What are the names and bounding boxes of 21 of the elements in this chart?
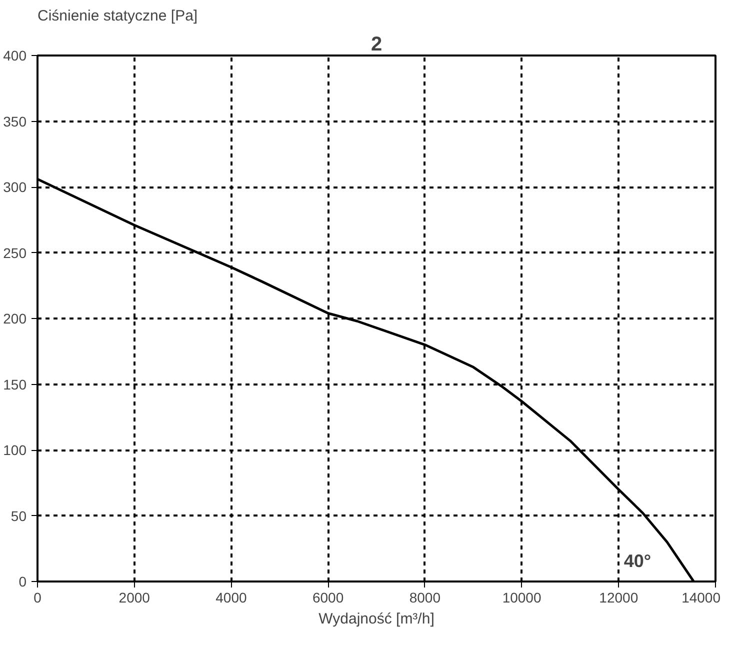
y-tick-label: 400 <box>3 48 27 64</box>
x-tick-label: 12000 <box>599 590 638 606</box>
x-tick-label: 8000 <box>409 590 441 606</box>
y-tick-label: 350 <box>3 113 27 130</box>
y-tick-label: 150 <box>3 376 27 392</box>
y-tick-label: 0 <box>18 574 27 590</box>
x-tick-label: 2000 <box>118 590 150 606</box>
x-tick-label: 0 <box>34 590 42 606</box>
x-tick-label: 4000 <box>216 590 247 606</box>
y-tick-label: 100 <box>3 442 27 458</box>
y-tick-label: 250 <box>3 244 27 261</box>
y-tick-label: 50 <box>10 508 27 524</box>
y-tick-label: 300 <box>3 179 27 195</box>
x-tick-label: 10000 <box>502 590 542 606</box>
text: 2 <box>370 34 382 56</box>
x-tick-label: 14000 <box>682 590 721 606</box>
x-axis-title: Wydajność [m³/h] <box>318 610 434 628</box>
x-tick-label: 6000 <box>312 590 344 606</box>
y-tick-label: 200 <box>3 310 27 326</box>
y-axis-title: Ciśnienie statyczne [Pa] <box>38 8 198 24</box>
annotation: 40° <box>624 550 652 571</box>
